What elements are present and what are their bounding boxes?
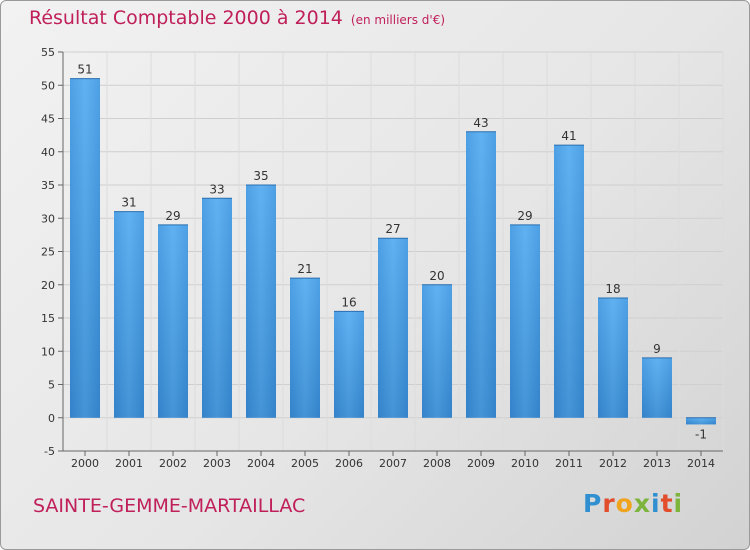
y-tick-label: 20	[41, 279, 55, 292]
data-label: 41	[561, 129, 576, 143]
data-label: 51	[77, 63, 92, 77]
logo-letter: i	[673, 489, 684, 518]
data-label: 18	[605, 282, 620, 296]
x-tick-label: 2008	[423, 457, 451, 470]
data-label: 43	[473, 116, 488, 130]
data-label: 33	[209, 182, 224, 196]
y-tick-label: 15	[41, 312, 55, 325]
bar-shade	[290, 278, 320, 418]
bar-shade	[246, 185, 276, 418]
y-tick-label: 40	[41, 146, 55, 159]
y-tick-label: 30	[41, 212, 55, 225]
y-tick-label: 55	[41, 46, 55, 59]
x-tick-label: 2004	[247, 457, 275, 470]
bar-shade	[510, 224, 540, 418]
data-label: 27	[385, 222, 400, 236]
bar-shade	[378, 238, 408, 418]
data-label: 29	[517, 209, 532, 223]
bar-shade	[598, 298, 628, 418]
x-tick-label: 2011	[555, 457, 583, 470]
data-label: 16	[341, 295, 356, 309]
axes	[58, 51, 723, 456]
x-tick-label: 2006	[335, 457, 363, 470]
logo-letter: r	[602, 489, 616, 518]
y-tick-label: 35	[41, 179, 55, 192]
x-tick-label: 2002	[159, 457, 187, 470]
x-tick-label: 2014	[687, 457, 715, 470]
y-tick-label: 25	[41, 246, 55, 259]
bar-shade	[158, 224, 188, 418]
x-tick-label: 2009	[467, 457, 495, 470]
chart-subtitle: (en milliers d'€)	[350, 13, 446, 27]
y-tick-label: 10	[41, 345, 55, 358]
bars	[70, 78, 716, 425]
data-label: 29	[165, 209, 180, 223]
y-tick-label: 50	[41, 79, 55, 92]
chart-title: Résultat Comptable 2000 à 2014 (en millie…	[29, 7, 445, 29]
x-tick-label: 2007	[379, 457, 407, 470]
bar-shade	[642, 357, 672, 418]
data-label: 35	[253, 169, 268, 183]
bar-shade	[686, 417, 716, 425]
chart-title-text: Résultat Comptable 2000 à 2014	[29, 7, 343, 29]
logo-letter: P	[583, 489, 603, 518]
bar-shade	[554, 145, 584, 418]
x-tick-label: 2005	[291, 457, 319, 470]
y-tick-label: 5	[48, 379, 55, 392]
x-tick-label: 2012	[599, 457, 627, 470]
bar-shade	[466, 131, 496, 418]
bar-shade	[334, 311, 364, 418]
proxiti-logo: Proxiti	[583, 489, 683, 518]
labels: -5 0 5 10 15 20 25 30 35 40 45 50 55 51 2000 31 2001 29 20…	[41, 46, 715, 470]
city-name: SAINTE-GEMME-MARTAILLAC	[33, 495, 306, 517]
data-label: 21	[297, 262, 312, 276]
bar-shade	[422, 284, 452, 418]
x-tick-label: 2001	[115, 457, 143, 470]
bar-shade	[202, 198, 232, 418]
y-tick-label: 0	[48, 412, 55, 425]
logo-letter: x	[633, 489, 651, 518]
data-label: 31	[121, 196, 136, 210]
data-label: 20	[429, 269, 444, 283]
data-label: 9	[653, 342, 661, 356]
y-tick-label: 45	[41, 113, 55, 126]
bar-shade	[114, 211, 144, 418]
logo-letter: t	[660, 489, 674, 518]
logo-letter: i	[651, 489, 661, 518]
data-label: -1	[695, 427, 707, 441]
x-tick-label: 2003	[203, 457, 231, 470]
logo-letter: o	[615, 489, 634, 518]
x-tick-label: 2013	[643, 457, 671, 470]
x-tick-label: 2000	[71, 457, 99, 470]
y-tick-label: -5	[44, 445, 55, 458]
bar-shade	[70, 78, 100, 418]
x-tick-label: 2010	[511, 457, 539, 470]
